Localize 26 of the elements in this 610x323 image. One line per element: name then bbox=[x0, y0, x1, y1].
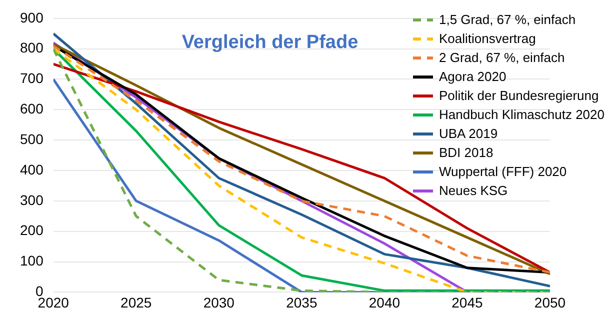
x-tick-label: 2030 bbox=[203, 294, 235, 310]
x-tick-label: 2040 bbox=[368, 294, 400, 310]
y-tick-label: 800 bbox=[20, 40, 44, 56]
legend-label: Neues KSG bbox=[439, 182, 508, 200]
y-tick-label: 700 bbox=[20, 70, 44, 86]
legend-label: Agora 2020 bbox=[439, 68, 506, 86]
y-tick-label: 400 bbox=[20, 161, 44, 178]
y-tick-label: 300 bbox=[20, 192, 44, 208]
legend-label: UBA 2019 bbox=[439, 125, 498, 143]
x-tick-label: 2050 bbox=[534, 294, 566, 310]
legend-label: 2 Grad, 67 %, einfach bbox=[439, 49, 565, 67]
y-tick-label: 900 bbox=[20, 9, 44, 26]
y-tick-label: 100 bbox=[20, 252, 44, 269]
y-tick-label: 600 bbox=[20, 100, 44, 117]
y-tick-label: 500 bbox=[20, 130, 44, 147]
x-tick-label: 2045 bbox=[452, 294, 484, 310]
legend-label: 1,5 Grad, 67 %, einfach bbox=[439, 11, 576, 29]
legend-label: Koalitionsvertrag bbox=[439, 30, 536, 48]
legend-label: Politik der Bundesregierung bbox=[439, 87, 599, 105]
x-tick-label: 2025 bbox=[120, 294, 152, 310]
y-tick-label: 200 bbox=[20, 222, 44, 238]
legend-label: Handbuch Klimaschutz 2020 bbox=[439, 106, 604, 124]
legend-label: BDI 2018 bbox=[439, 144, 494, 162]
text: Vergleich der Pfade bbox=[180, 32, 360, 54]
legend-label: Wuppertal (FFF) 2020 bbox=[439, 163, 567, 181]
x-tick-label: 2035 bbox=[286, 294, 318, 310]
